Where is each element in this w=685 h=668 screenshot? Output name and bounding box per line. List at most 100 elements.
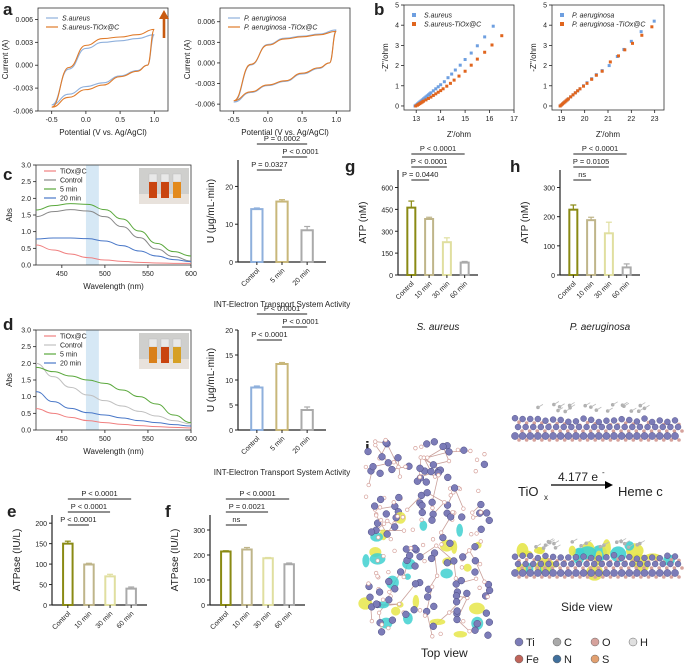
bond: [431, 475, 439, 503]
atom-o: [642, 566, 646, 570]
atom-ti: [522, 423, 529, 431]
atom-o: [543, 429, 547, 433]
atom-ti: [395, 493, 403, 502]
atom-ti: [396, 568, 405, 576]
y-tick-label: 0: [389, 273, 393, 280]
atom-ti: [621, 423, 628, 431]
atom-o: [517, 438, 521, 442]
y-tick-label: 20: [225, 328, 233, 335]
spectrum-line-2: [35, 366, 192, 424]
atom-ti: [457, 576, 465, 585]
atom-o: [477, 561, 483, 567]
atom-legend-label: N: [564, 654, 572, 666]
top-view-charge-density: [358, 509, 494, 639]
atom-ti: [674, 423, 682, 431]
atom-o: [380, 597, 386, 602]
data-point: [475, 57, 479, 61]
atom-ti: [485, 586, 494, 595]
cuvette-liquid: [149, 347, 157, 363]
bond: [543, 544, 549, 549]
atom-ti: [602, 569, 611, 577]
atom-o: [604, 566, 608, 570]
data-point: [450, 72, 454, 76]
atom-ti: [603, 417, 610, 424]
y-tick-label: 5: [543, 3, 547, 10]
atom-o: [392, 548, 397, 554]
atom-ti: [410, 606, 418, 614]
chart-e: Control 10 min 30 min 60 min 0 50 100 150 200 ATP…: [12, 489, 147, 631]
cuvette-liquid: [161, 182, 169, 198]
atom-ti: [598, 560, 606, 568]
data-point: [436, 90, 440, 94]
bar-control: [62, 542, 74, 606]
y-tick-label: 50: [39, 583, 47, 590]
atom-ti: [537, 423, 545, 431]
atom-o: [649, 429, 654, 433]
data-point: [431, 93, 435, 97]
data-point: [424, 98, 428, 102]
p-value-label: P < 0.0001: [282, 317, 318, 326]
x-category-label: 60 min: [449, 280, 469, 300]
x-tick-label: 500: [99, 271, 111, 278]
panel-i-structures: Top view Side view TiO x 4.177 e - Heme …: [358, 401, 684, 666]
chart-d2: Control 5 min 20 min 0 5 10 15 20 U (μg/mL·min) P…: [206, 304, 350, 477]
bond: [426, 611, 433, 637]
atom-o: [558, 566, 562, 570]
data-point: [434, 87, 438, 91]
cuvette-top: [148, 173, 158, 183]
atom-ti: [427, 467, 435, 476]
atom-o: [469, 532, 474, 537]
y-tick-label: 450: [381, 207, 393, 214]
atom-legend-label: Ti: [526, 637, 535, 649]
x-category-label: Control: [240, 435, 261, 456]
cv-curve-0: [233, 29, 337, 103]
atom-ti: [385, 577, 393, 586]
legend-label: 5 min: [60, 352, 77, 359]
charge-density-lobe: [440, 568, 453, 579]
x-axis-label: S. aureus: [417, 322, 460, 333]
x-category-label: 30 min: [593, 280, 613, 300]
x-axis-label: Wavelength (nm): [83, 447, 144, 456]
atom-o: [593, 575, 597, 579]
data-point: [623, 48, 627, 52]
atom-ti: [485, 618, 494, 626]
p-value-label: P = 0.0105: [573, 157, 609, 166]
y-tick-label: -0.003: [195, 81, 215, 88]
atom-ti: [590, 560, 598, 568]
atom-o: [654, 438, 658, 442]
y-tick-label: 0.003: [197, 40, 215, 47]
atom-o: [366, 581, 371, 586]
panel-label-g: g: [345, 157, 355, 176]
atom-ti: [560, 423, 567, 431]
atom-ti: [598, 423, 606, 431]
atom-ti: [545, 560, 552, 568]
bar-20-min: [300, 229, 314, 263]
atom-o: [535, 566, 540, 570]
atom-ti: [427, 554, 436, 563]
x-category-label: 30 min: [95, 610, 115, 630]
data-point: [469, 63, 473, 67]
bond: [596, 406, 602, 411]
data-point: [582, 84, 585, 88]
panel-label-e: e: [7, 502, 16, 521]
atom-ti: [511, 414, 519, 422]
atom-ti: [388, 465, 396, 474]
y-tick-label: 200: [543, 215, 555, 222]
atom-o: [455, 447, 461, 453]
atom-o: [461, 506, 466, 511]
atom-o: [474, 457, 480, 462]
atom-ti: [453, 615, 461, 624]
atom-ti: [453, 607, 461, 615]
bond: [559, 403, 565, 408]
x-category-label: Control: [51, 610, 72, 631]
p-value-label: P = 0.0327: [251, 160, 287, 169]
atom-ti: [575, 423, 583, 431]
bond: [620, 538, 627, 542]
data-point: [414, 104, 418, 108]
atom-ti: [583, 560, 590, 568]
data-point: [571, 93, 575, 97]
atom-o: [478, 510, 483, 515]
atom-o: [413, 446, 418, 451]
y-tick-label: 2.0: [21, 196, 31, 203]
x-tick-label: 16: [486, 116, 494, 123]
